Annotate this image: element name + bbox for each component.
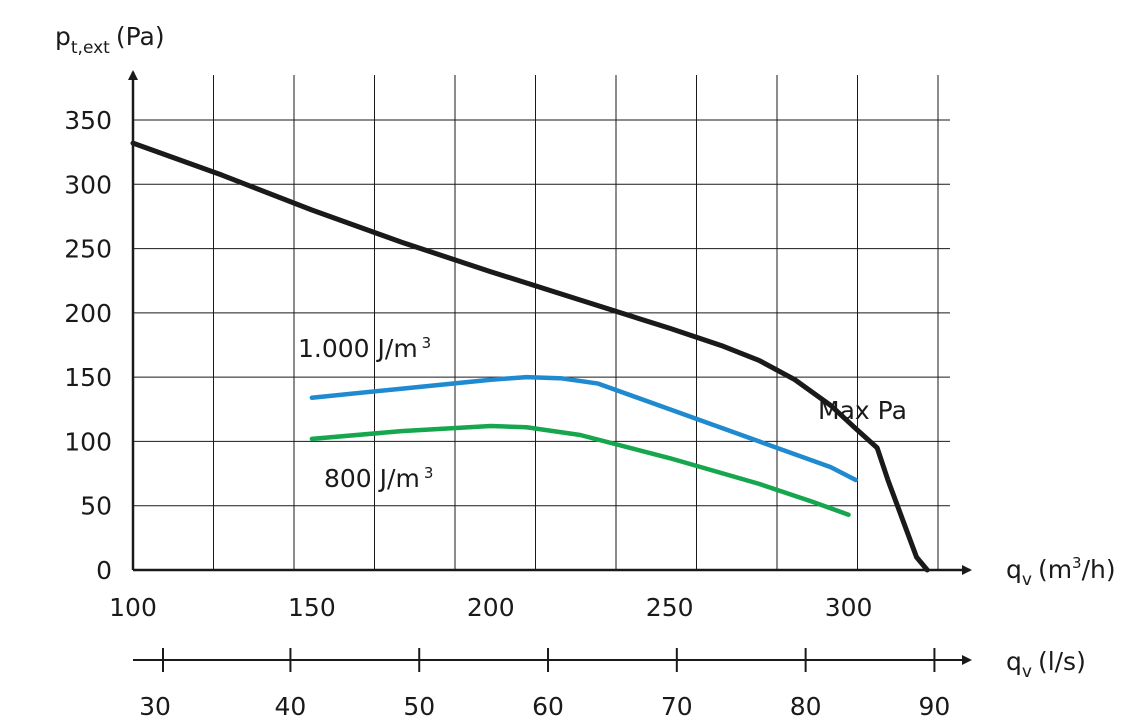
y-tick-label: 200 (64, 299, 112, 328)
label-1000-jm3: 1.000 J/m 3 (298, 334, 431, 363)
x2-tick-label: 40 (275, 692, 307, 721)
y-axis-label: pt,ext (Pa) (55, 22, 165, 58)
x2-tick-label: 80 (790, 692, 822, 721)
y-tick-label: 250 (64, 235, 112, 264)
curve-1000-jm3 (309, 374, 858, 483)
x-tick-label: 250 (646, 593, 694, 622)
y-tick-label: 100 (64, 427, 112, 456)
y-tick-label: 150 (64, 363, 112, 392)
curve-800-jm3 (309, 423, 851, 517)
x2-tick-label: 50 (403, 692, 435, 721)
x-tick-label: 100 (109, 593, 157, 622)
y-tick-label: 0 (96, 556, 112, 585)
x2-axis-label: qv (l/s) (1006, 647, 1086, 682)
grid (133, 75, 950, 570)
y-tick-label: 300 (64, 170, 112, 199)
tick-labels: 30 40 50 60 70 80 90 0 50 100 150 200 250 300 350 100 15… (64, 106, 950, 721)
label-max-pa: Max Pa (818, 396, 907, 425)
x2-tick-label: 60 (532, 692, 564, 721)
series-layer (130, 140, 930, 573)
x-tick-label: 150 (288, 593, 336, 622)
x2-tick-label: 30 (139, 692, 171, 721)
axes (128, 70, 972, 672)
y-tick-label: 50 (80, 492, 112, 521)
label-800-jm3: 800 J/m 3 (324, 464, 433, 493)
x-tick-label: 300 (825, 593, 873, 622)
x-tick-label: 200 (467, 593, 515, 622)
x2-tick-label: 90 (919, 692, 951, 721)
y-tick-label: 350 (64, 106, 112, 135)
x-axis-label: qv (m3/h) (1006, 554, 1116, 590)
x2-tick-label: 70 (661, 692, 693, 721)
max-pa-curve (130, 140, 930, 573)
